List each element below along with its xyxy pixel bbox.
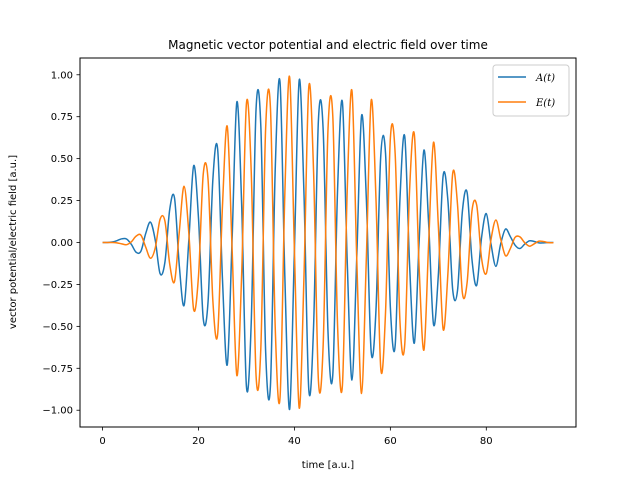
y-tick-label: 1.00 xyxy=(51,70,73,81)
chart-title: Magnetic vector potential and electric f… xyxy=(168,38,488,52)
series-layer xyxy=(102,75,554,411)
legend-label-e: E(t) xyxy=(535,98,555,109)
y-tick-label: 0.50 xyxy=(51,154,73,165)
x-axis-label: time [a.u.] xyxy=(302,460,354,471)
series-line-e xyxy=(102,75,554,409)
y-axis: −1.00 −0.75 −0.50 −0.25 0.00 0.25 0.50 0.75 1.00 xyxy=(42,70,80,417)
y-tick-label: −1.00 xyxy=(42,406,73,417)
x-tick-label: 20 xyxy=(192,436,205,447)
legend: A(t) E(t) xyxy=(492,64,570,117)
y-tick-label: −0.25 xyxy=(42,280,73,291)
y-tick-label: 0.00 xyxy=(51,238,73,249)
legend-box xyxy=(492,64,570,117)
x-tick-label: 40 xyxy=(288,436,301,447)
x-tick-label: 0 xyxy=(99,436,105,447)
y-tick-label: −0.75 xyxy=(42,364,73,375)
legend-label-a: A(t) xyxy=(535,73,555,84)
y-tick-label: 0.25 xyxy=(51,196,73,207)
y-tick-label: 0.75 xyxy=(51,112,73,123)
x-tick-label: 60 xyxy=(384,436,397,447)
series-line-a xyxy=(102,78,554,411)
x-axis: 0 20 40 60 80 xyxy=(99,427,493,447)
y-tick-label: −0.50 xyxy=(42,322,73,333)
x-tick-label: 80 xyxy=(480,436,493,447)
y-axis-label: vector potential/electric field [a.u.] xyxy=(8,155,19,329)
